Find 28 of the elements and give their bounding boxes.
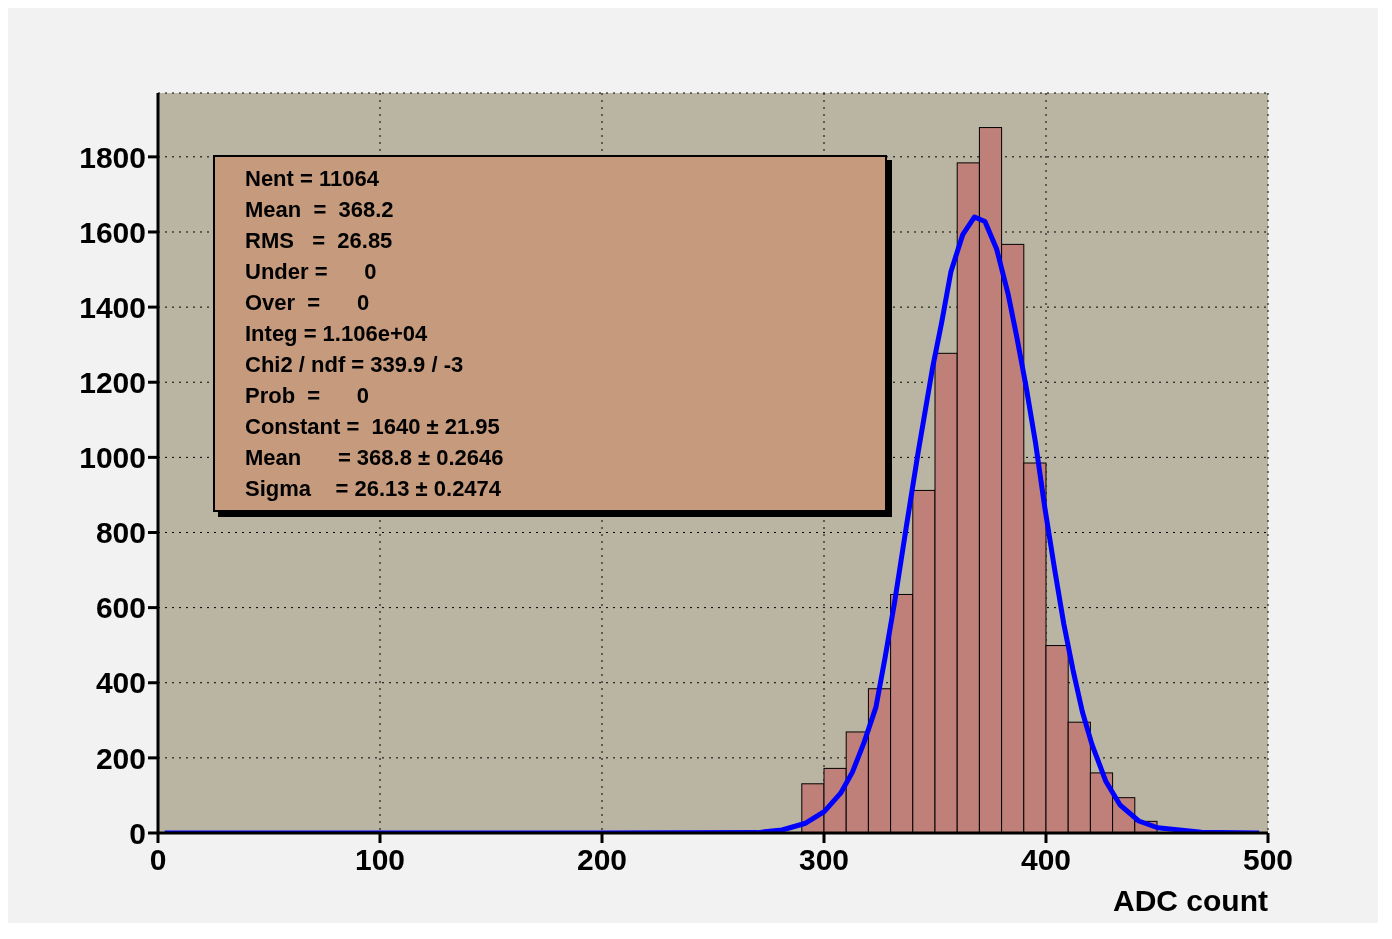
x-tick-label: 200 (576, 843, 628, 877)
annotation: Over = 0 (245, 289, 371, 317)
x-axis-title: ADC count (1113, 884, 1269, 917)
annotation: Constant = 1640 ± 21.95 (245, 413, 501, 441)
y-tick-label: 200 (95, 741, 146, 775)
annotation: Sigma = 26.13 ± 0.2474 (245, 475, 503, 503)
x-tick-label: 300 (798, 843, 850, 877)
y-tick-label: 1200 (79, 365, 146, 399)
annotation: Prob = 0 (245, 382, 371, 410)
x-tick-label: 500 (1242, 843, 1294, 877)
x-tick-label: 400 (1020, 843, 1072, 877)
annotation: Nent = 11064 (245, 165, 380, 193)
y-tick-label: 800 (95, 516, 146, 550)
y-tick-label: 0 (129, 816, 146, 850)
x-tick-label: 0 (149, 843, 167, 877)
annotation: RMS = 26.85 (245, 227, 394, 255)
y-tick-label: 1800 (79, 140, 146, 174)
y-tick-label: 1600 (79, 215, 146, 249)
y-tick-label: 1000 (79, 441, 146, 475)
annotation: Chi2 / ndf = 339.9 / -3 (245, 351, 465, 379)
annotation: Under = 0 (245, 258, 378, 286)
y-tick-label: 400 (95, 666, 146, 700)
y-tick-label: 600 (95, 591, 146, 625)
y-tick-label: 1400 (79, 290, 146, 324)
annotation: Integ = 1.106e+04 (245, 320, 429, 348)
x-tick-label: 100 (354, 843, 406, 877)
annotation: Mean = 368.8 ± 0.2646 (245, 444, 505, 472)
annotation: Mean = 368.2 (245, 196, 395, 224)
